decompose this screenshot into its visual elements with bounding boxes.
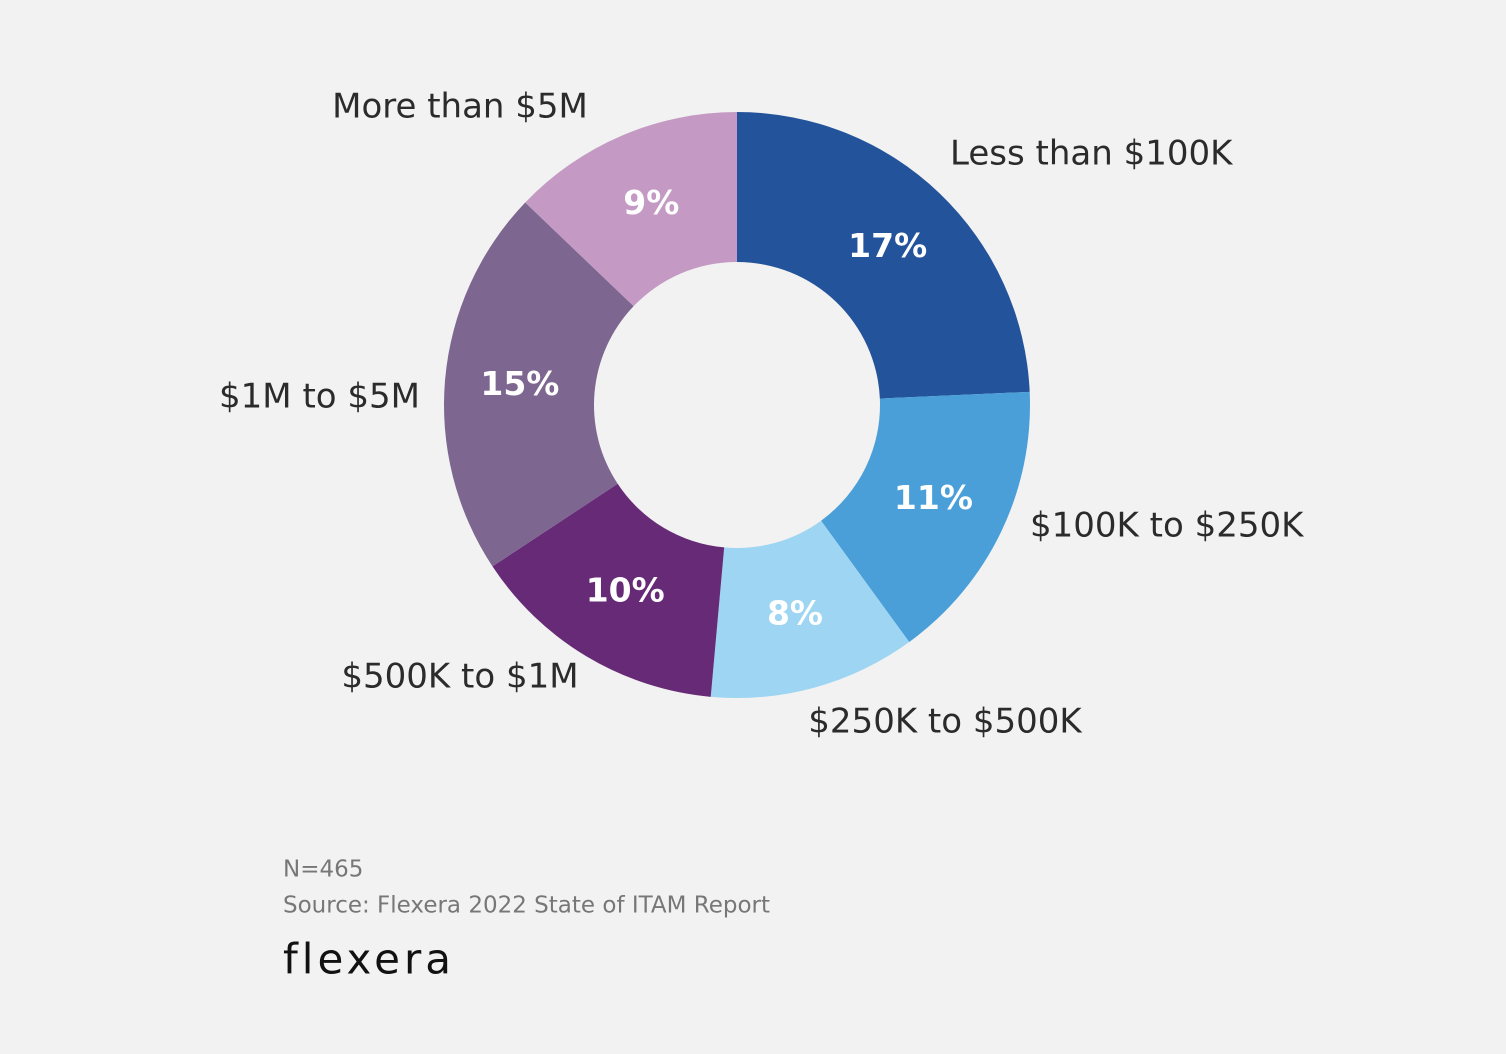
donut-slice: [737, 112, 1030, 399]
category-label: $100K to $250K: [1030, 506, 1305, 546]
data-label: 9%: [623, 183, 679, 222]
sample-note: N=465: [283, 857, 363, 883]
category-label: Less than $100K: [950, 134, 1234, 174]
source-note: Source: Flexera 2022 State of ITAM Repor…: [283, 893, 770, 919]
data-label: 8%: [767, 594, 823, 633]
data-label: 17%: [848, 226, 927, 265]
donut-slice: [492, 483, 725, 697]
donut-slice: [710, 520, 910, 698]
donut-slice: [821, 391, 1030, 643]
logo: flexera: [283, 935, 455, 984]
category-label: $1M to $5M: [219, 377, 420, 417]
donut-slice: [444, 202, 634, 567]
donut: [444, 112, 1030, 698]
category-label: $250K to $500K: [808, 702, 1083, 742]
data-label: 15%: [480, 364, 559, 403]
category-label: $500K to $1M: [341, 657, 578, 697]
category-label: More than $5M: [332, 87, 588, 127]
data-label: 10%: [586, 571, 665, 610]
donut-slice: [525, 112, 737, 307]
data-label: 11%: [894, 478, 973, 517]
